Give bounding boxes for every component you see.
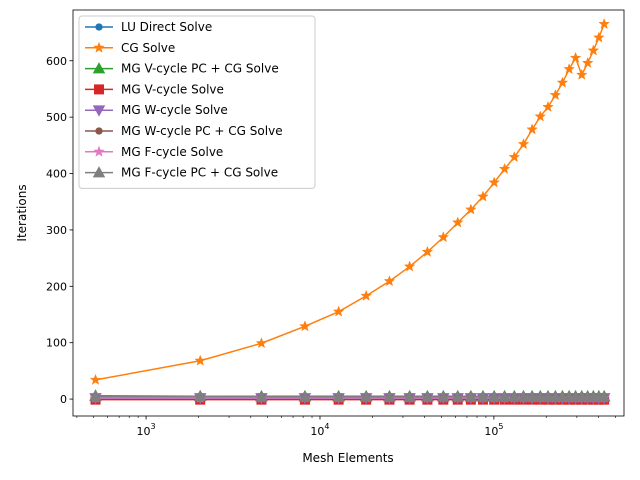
data-point <box>464 390 478 402</box>
legend-label: CG Solve <box>121 41 175 55</box>
data-point <box>298 390 312 402</box>
legend-marker <box>94 84 104 95</box>
legend-item: MG F-cycle Solve <box>85 145 223 159</box>
data-point <box>194 354 207 366</box>
legend-item: MG W-cycle PC + CG Solve <box>85 124 283 138</box>
data-point <box>332 390 345 402</box>
data-point <box>421 245 434 257</box>
data-point <box>465 203 477 215</box>
data-point <box>383 390 396 402</box>
legend-marker <box>93 145 105 157</box>
data-point <box>541 390 555 402</box>
y-tick-label: 300 <box>46 224 67 237</box>
data-point <box>542 100 554 112</box>
data-point <box>421 390 434 402</box>
data-point <box>451 390 464 402</box>
data-point <box>255 390 268 402</box>
data-point <box>498 390 511 402</box>
legend-marker <box>95 127 103 135</box>
x-tick-label: 103 <box>137 422 156 438</box>
data-point <box>556 76 569 88</box>
series-line <box>95 395 605 398</box>
legend: LU Direct Solve CG Solve MG V-cycle PC + C… <box>78 15 316 189</box>
legend-label: MG F-cycle PC + CG Solve <box>121 166 278 180</box>
data-point <box>534 110 547 122</box>
series-7 <box>89 389 611 402</box>
legend-marker <box>92 166 106 178</box>
y-tick-label: 0 <box>60 393 67 406</box>
y-tick-label: 400 <box>46 168 67 181</box>
legend-marker <box>93 41 105 53</box>
legend-item: MG V-cycle Solve <box>85 82 224 96</box>
data-point <box>255 337 268 349</box>
legend-label: MG V-cycle Solve <box>121 82 224 96</box>
series-1 <box>89 17 610 385</box>
data-point <box>332 305 345 317</box>
data-point <box>403 260 416 272</box>
x-axis-label: Mesh Elements <box>302 451 393 465</box>
data-point <box>517 138 530 150</box>
legend-item: CG Solve <box>85 41 175 55</box>
data-point <box>575 68 588 80</box>
x-tick-label: 105 <box>484 422 503 438</box>
legend-item: MG F-cycle PC + CG Solve <box>85 166 278 180</box>
data-point <box>437 390 450 402</box>
legend-item: LU Direct Solve <box>85 20 212 34</box>
data-point <box>498 162 511 174</box>
data-point <box>477 190 489 202</box>
data-point <box>403 390 416 402</box>
legend-marker <box>95 23 103 31</box>
y-tick-label: 100 <box>46 337 67 350</box>
y-tick-label: 200 <box>46 280 67 293</box>
data-point <box>526 123 538 135</box>
axes-frame <box>72 9 625 417</box>
legend-marker <box>92 105 106 117</box>
y-tick-label: 600 <box>46 55 67 68</box>
data-point <box>508 390 521 402</box>
data-point <box>299 320 311 332</box>
data-point <box>525 390 539 402</box>
data-point <box>581 56 594 68</box>
data-point <box>89 373 102 385</box>
data-point <box>569 51 582 63</box>
data-point <box>517 390 530 402</box>
data-point <box>476 390 490 402</box>
data-point <box>488 176 500 188</box>
y-tick-label: 500 <box>46 111 67 124</box>
data-point <box>549 89 562 101</box>
legend-item: MG W-cycle Solve <box>85 103 228 117</box>
plot-area <box>89 17 611 405</box>
legend-label: MG V-cycle PC + CG Solve <box>121 62 279 76</box>
data-point <box>587 44 600 56</box>
data-point <box>437 231 450 243</box>
data-point <box>360 289 372 301</box>
legend-label: MG F-cycle Solve <box>121 145 223 159</box>
data-point <box>598 17 610 30</box>
data-point <box>508 151 521 163</box>
data-point <box>563 63 575 75</box>
legend-label: LU Direct Solve <box>121 20 212 34</box>
x-tick-label: 104 <box>310 422 329 438</box>
legend-marker <box>92 62 106 74</box>
data-point <box>89 389 102 402</box>
data-point <box>451 216 464 228</box>
data-point <box>487 390 501 402</box>
legend-label: MG W-cycle Solve <box>121 103 228 117</box>
data-point <box>593 31 605 43</box>
data-point <box>597 390 611 402</box>
axes: 0 100 200 300 400 500 600 103 104 105 <box>46 9 625 438</box>
legend-item: MG V-cycle PC + CG Solve <box>85 62 279 76</box>
y-axis-label: Iterations <box>15 184 29 241</box>
legend-box <box>78 15 316 189</box>
data-point <box>383 275 396 287</box>
data-point <box>534 390 547 402</box>
legend-label: MG W-cycle PC + CG Solve <box>121 124 283 138</box>
data-point <box>359 390 373 402</box>
data-point <box>193 389 207 402</box>
